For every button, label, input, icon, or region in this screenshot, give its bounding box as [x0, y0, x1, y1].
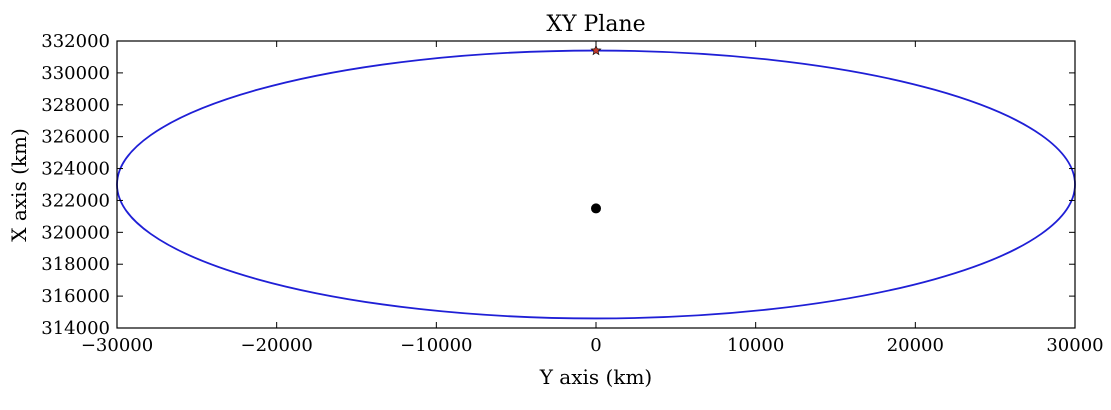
y-axis-label: X axis (km) [7, 128, 31, 242]
x-axis-label: Y axis (km) [539, 365, 652, 389]
x-tick-label: −10000 [400, 335, 472, 356]
y-axis: 314000 316000 318000 320000 322000 324000 3260… [41, 31, 1075, 339]
plot-area [116, 44, 1076, 320]
y-tick-label: 320000 [41, 222, 110, 243]
x-tick-label: −20000 [240, 335, 312, 356]
center-point [591, 203, 601, 214]
y-tick-label: 322000 [41, 190, 110, 211]
x-tick-label: 20000 [887, 335, 944, 356]
x-tick-label: 10000 [727, 335, 784, 356]
y-tick-label: 328000 [41, 95, 110, 116]
orbit-ellipse [116, 49, 1076, 320]
y-tick-label: 324000 [41, 159, 110, 180]
x-tick-label: 30000 [1046, 335, 1103, 356]
y-tick-label: 332000 [41, 31, 110, 52]
x-axis: −30000 −20000 −10000 0 10000 20000 30000 [81, 41, 1104, 356]
y-tick-label: 330000 [41, 63, 110, 84]
y-tick-label: 316000 [41, 286, 110, 307]
y-tick-label: 326000 [41, 127, 110, 148]
chart-title: XY Plane [546, 12, 645, 37]
x-tick-label: −30000 [81, 335, 153, 356]
plot-frame [116, 40, 1076, 329]
y-tick-label: 314000 [41, 318, 110, 339]
y-tick-label: 318000 [41, 254, 110, 275]
start-star-marker [590, 44, 602, 56]
x-tick-label: 0 [590, 335, 601, 356]
